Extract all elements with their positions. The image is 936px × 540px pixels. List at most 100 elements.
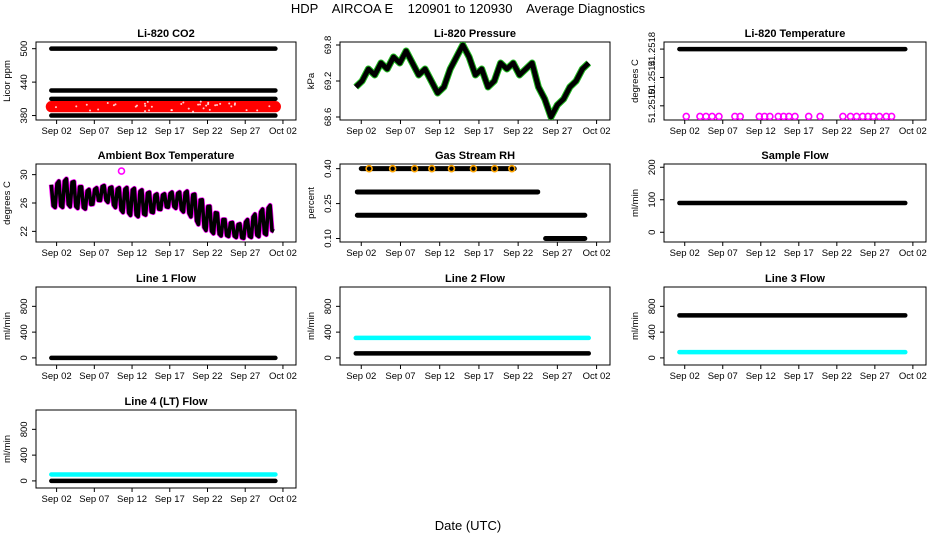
x-tick-label: Oct 02	[583, 371, 611, 382]
x-tick-label: Sep 22	[503, 371, 533, 382]
y-axis-label: Licor ppm	[2, 60, 13, 102]
y-tick-label: 69.8	[323, 36, 334, 55]
series-rh-orange-point	[410, 164, 419, 173]
panel-title: Ambient Box Temperature	[98, 150, 235, 162]
x-axis-label: Date (UTC)	[434, 518, 502, 533]
series-ambient-speck	[192, 110, 195, 113]
series-rh-orange-point	[469, 164, 478, 173]
x-tick-label: Sep 12	[425, 248, 455, 259]
y-tick-label: 500	[19, 41, 30, 57]
series-ambient-speck	[148, 109, 151, 112]
plot-frame	[663, 41, 927, 121]
y-axis-label: degrees C	[630, 59, 641, 103]
x-tick-label: Oct 02	[899, 248, 927, 259]
series-low-readings-point	[875, 112, 884, 120]
panel-title: Li-820 CO2	[137, 28, 194, 40]
x-tick-label: Sep 07	[79, 371, 109, 382]
series-ambient-speck	[187, 107, 190, 110]
series-ambient-speck	[146, 100, 149, 103]
series-layer	[354, 164, 588, 242]
series-low-readings-point	[816, 112, 824, 120]
panel-title: Line 3 Flow	[765, 273, 825, 285]
panel-4: Ambient Box Temperature degrees C 22 26 30 Se…	[2, 150, 297, 259]
y-axis-label: degrees C	[2, 181, 13, 225]
x-tick-label: Sep 12	[117, 126, 147, 137]
panel-title: Li-820 Pressure	[434, 28, 516, 40]
plot-frame	[663, 163, 927, 243]
series-low-readings-point	[839, 112, 847, 120]
series-ambient-speck	[54, 106, 57, 109]
x-tick-label: Oct 02	[899, 371, 927, 382]
x-tick-label: Sep 07	[385, 248, 415, 259]
x-tick-label: Sep 12	[117, 494, 147, 505]
y-tick-label: 68.6	[323, 108, 334, 127]
series-low-readings-point	[887, 112, 896, 120]
y-tick-label: 51.2518	[647, 32, 658, 66]
series-low-readings-point	[708, 112, 716, 120]
series-ambient-speck	[214, 104, 217, 107]
y-axis-label: ml/min	[2, 435, 13, 463]
series-ambient-speck	[182, 101, 185, 104]
series-ambient-speck	[230, 105, 233, 108]
x-tick-label: Sep 02	[42, 248, 72, 259]
series-ambient-speck	[207, 103, 210, 106]
x-tick-label: Sep 12	[117, 248, 147, 259]
y-tick-label: 400	[19, 324, 30, 340]
series-low-readings-point	[804, 112, 813, 120]
series-ambient-speck	[143, 102, 146, 105]
y-tick-label: 800	[19, 421, 30, 437]
x-tick-label: Sep 17	[464, 126, 494, 137]
x-tick-label: Sep 27	[860, 126, 890, 137]
panel-10: Line 4 (LT) Flow ml/min 0 400 800 Sep 02 Sep 0…	[2, 396, 297, 505]
series-low-readings-point	[702, 112, 710, 120]
x-tick-label: Sep 12	[746, 248, 776, 259]
x-tick-label: Sep 17	[784, 126, 814, 137]
series-ambient-speck	[199, 100, 202, 103]
x-tick-label: Sep 07	[79, 126, 109, 137]
series-rh-orange-point	[428, 164, 436, 173]
series-low-readings-point	[696, 112, 704, 120]
plot-frame	[339, 41, 611, 121]
x-tick-label: Sep 27	[542, 126, 572, 137]
x-tick-label: Oct 02	[269, 126, 297, 137]
x-tick-label: Sep 22	[192, 371, 222, 382]
y-axis-label: ml/min	[306, 312, 317, 340]
plot-frame	[339, 163, 611, 243]
series-pressure-outline	[353, 42, 592, 120]
panel-8: Line 2 Flow ml/min 0 400 800 Sep 02 Sep 07 Sep …	[306, 273, 611, 382]
x-tick-label: Sep 02	[42, 371, 72, 382]
series-ambient-speck	[202, 107, 205, 110]
series-pressure	[354, 42, 591, 120]
y-tick-label: 800	[19, 298, 30, 314]
x-tick-label: Sep 07	[385, 371, 415, 382]
series-low-readings-point	[766, 112, 774, 120]
series-ambient-speck	[208, 108, 211, 111]
series-layer	[677, 313, 908, 355]
x-tick-label: Sep 12	[425, 371, 455, 382]
x-tick-label: Sep 17	[155, 494, 185, 505]
series-ambient-speck	[199, 103, 202, 106]
y-axis-label: kPa	[306, 72, 317, 89]
series-ambient-speck	[144, 110, 147, 113]
y-tick-label: 0	[19, 355, 30, 360]
y-tick-label: 400	[647, 324, 658, 340]
plot-frame	[35, 41, 297, 121]
y-tick-label: 0.40	[323, 159, 334, 178]
x-tick-label: Sep 07	[79, 494, 109, 505]
panel-title: Line 1 Flow	[136, 273, 196, 285]
y-tick-label: 800	[323, 298, 334, 314]
y-tick-label: 0.10	[323, 229, 334, 248]
series-ambient-speck	[112, 104, 115, 107]
y-tick-label: 0	[647, 230, 658, 235]
series-ambient-speck	[89, 109, 92, 112]
y-tick-label: 22	[19, 226, 30, 237]
x-tick-label: Sep 22	[822, 371, 852, 382]
series-layer	[45, 46, 281, 118]
x-tick-label: Sep 12	[425, 126, 455, 137]
y-tick-label: 30	[19, 169, 30, 180]
x-tick-label: Sep 27	[542, 371, 572, 382]
series-ambient-speck	[75, 105, 78, 108]
series-rh-orange-point	[490, 164, 499, 173]
x-tick-label: Oct 02	[583, 126, 611, 137]
